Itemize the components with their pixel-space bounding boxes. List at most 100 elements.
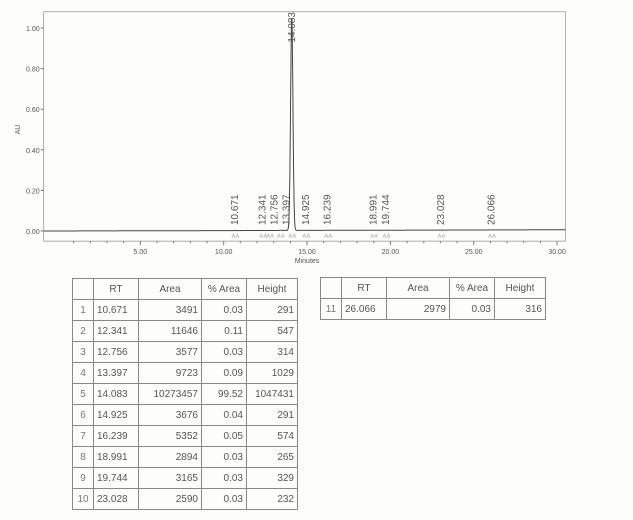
column-header: RT: [93, 278, 139, 300]
peak-index: 9: [72, 467, 94, 489]
y-tick-label: 0.60: [26, 107, 40, 114]
area: 9723: [138, 362, 202, 384]
column-header: Area: [386, 277, 450, 299]
x-tick-label: 20.00: [382, 249, 400, 256]
height: 1047431: [246, 383, 298, 405]
table-row: 6 14.925 3676 0.04 291: [72, 404, 298, 426]
percent-area: 0.03: [201, 488, 247, 510]
table-row: 8 18.991 2894 0.03 265: [72, 446, 298, 468]
table-row: 11 26.066 2979 0.03 316: [320, 298, 546, 320]
peak-index: 7: [72, 425, 94, 447]
table-header-row: RT Area% Area Height: [72, 278, 298, 300]
peak-label: 19.744: [381, 194, 392, 225]
table-row: 5 14.083 10273457 99.52 1047431: [72, 383, 298, 405]
retention-time: 19.744: [93, 467, 139, 489]
area: 5352: [138, 425, 202, 447]
height: 547: [246, 320, 298, 342]
percent-area: 0.04: [201, 404, 247, 426]
column-header: Height: [494, 277, 546, 299]
peak-label: 18.991: [369, 194, 380, 225]
retention-time: 14.925: [93, 404, 139, 426]
retention-time: 13.397: [93, 362, 139, 384]
percent-area: 0.05: [201, 425, 247, 447]
peak-index: 11: [320, 298, 342, 320]
y-tick-label: 1.00: [26, 26, 40, 33]
chromatogram-trace: [43, 17, 566, 232]
area: 2590: [138, 488, 202, 510]
peak-label: 12.756: [270, 194, 281, 225]
y-tick-label: 0.40: [26, 148, 40, 155]
percent-area: 0.11: [201, 320, 247, 342]
peak-marker-icon: [324, 233, 333, 238]
peak-marker-icon: [276, 233, 285, 238]
peak-label: 12.341: [258, 194, 269, 225]
height: 574: [246, 425, 298, 447]
peak-index: 3: [72, 341, 94, 363]
y-tick-label: 0.00: [26, 229, 40, 236]
peak-label: 14.083: [287, 12, 298, 43]
column-header: % Area: [201, 278, 247, 300]
height: 316: [494, 298, 546, 320]
height: 232: [246, 488, 298, 510]
y-tick-label: 0.80: [26, 67, 40, 74]
peak-index: 5: [72, 383, 94, 405]
peak-label: 14.925: [301, 194, 312, 225]
peak-marker-icon: [288, 233, 297, 238]
peak-label: 16.239: [323, 194, 334, 225]
height: 265: [246, 446, 298, 468]
percent-area: 0.03: [201, 341, 247, 363]
table-header-row: RT Area% Area Height: [320, 277, 546, 299]
y-tick-label: 0.20: [26, 188, 40, 195]
height: 291: [246, 299, 298, 321]
peak-table-left: RT Area% Area Height 1 10.671 3491 0.03 291 2 12.…: [72, 278, 298, 510]
column-header: Area: [138, 278, 202, 300]
peak-marker-icon: [231, 233, 240, 238]
peak-index: 1: [72, 299, 94, 321]
percent-area: 0.03: [201, 467, 247, 489]
area: 3165: [138, 467, 202, 489]
peak-index: 8: [72, 446, 94, 468]
retention-time: 16.239: [93, 425, 139, 447]
chromatogram-chart: 0.00 0.20 0.40 0.60 0.80 1.00 5.00 10.00 15.00 20…: [15, 11, 566, 265]
x-tick-label: 5.00: [134, 249, 148, 256]
peak-index: 6: [72, 404, 94, 426]
percent-area: 0.09: [201, 362, 247, 384]
table-row: 9 19.744 3165 0.03 329: [72, 467, 298, 489]
area: 11646: [138, 320, 202, 342]
height: 291: [246, 404, 298, 426]
area: 3491: [138, 299, 202, 321]
retention-time: 14.083: [93, 383, 139, 405]
column-header: % Area: [449, 277, 495, 299]
peak-index: 10: [72, 488, 94, 510]
column-header: RT: [341, 277, 387, 299]
area: 2979: [386, 298, 450, 320]
retention-time: 12.756: [93, 341, 139, 363]
x-tick-label: 10.00: [215, 249, 233, 256]
peak-label: 13.397: [282, 194, 293, 225]
percent-area: 0.03: [449, 298, 495, 320]
table-row: 2 12.341 11646 0.11 547: [72, 320, 298, 342]
plot-frame: [43, 11, 566, 242]
peak-index: 4: [72, 362, 94, 384]
peak-label: 10.671: [230, 194, 241, 225]
x-tick-label: 25.00: [465, 249, 483, 256]
height: 1029: [246, 362, 298, 384]
area: 2894: [138, 446, 202, 468]
peak-label: 26.066: [487, 194, 498, 225]
area: 3577: [138, 341, 202, 363]
percent-area: 0.03: [201, 299, 247, 321]
height: 314: [246, 341, 298, 363]
x-tick-label: 15.00: [298, 249, 316, 256]
table-row: 3 12.756 3577 0.03 314: [72, 341, 298, 363]
table-row: 10 23.028 2590 0.03 232: [72, 488, 298, 510]
area: 3676: [138, 404, 202, 426]
peak-marker-icon: [266, 233, 275, 238]
percent-area: 0.03: [201, 446, 247, 468]
peak-marker-icon: [382, 233, 391, 238]
peak-marker-icon: [370, 233, 379, 238]
table-row: 1 10.671 3491 0.03 291: [72, 299, 298, 321]
peak-marker-icon: [488, 233, 497, 238]
retention-time: 23.028: [93, 488, 139, 510]
retention-time: 18.991: [93, 446, 139, 468]
area: 10273457: [138, 383, 202, 405]
